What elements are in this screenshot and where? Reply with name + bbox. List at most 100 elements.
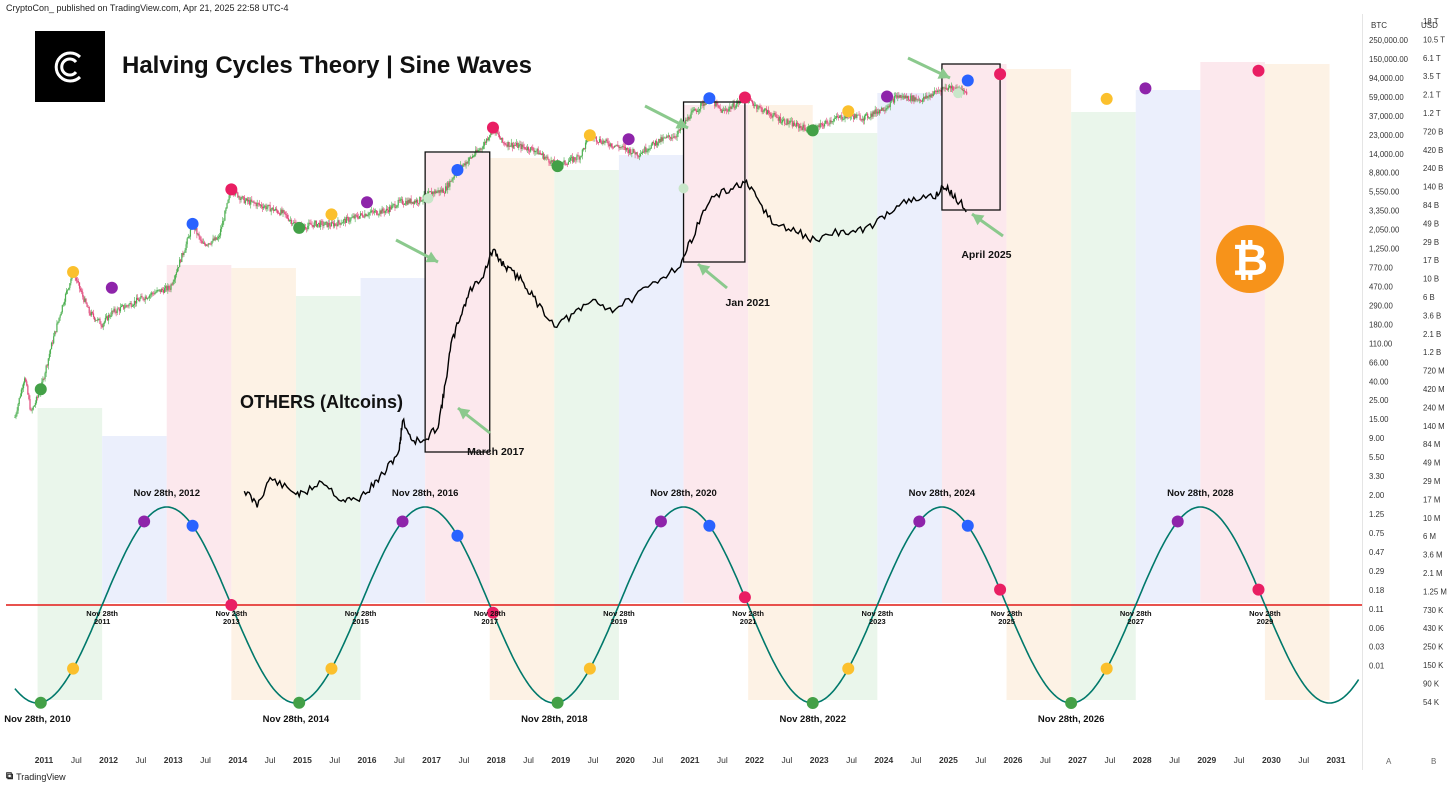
btc-candle [172,281,174,285]
phase-zone-blue [102,436,167,603]
btc-candle [146,298,148,299]
btc-axis-header: BTC [1371,21,1387,30]
x-tick-jul: Jul [71,755,82,765]
btc-candle [137,297,139,300]
usd-axis-tick: 84 M [1423,440,1440,449]
btc-candle [887,106,889,109]
usd-axis-tick: 730 K [1423,606,1444,615]
x-tick-year: 2023 [810,755,829,765]
btc-marker-blue [451,163,464,176]
btc-axis-tick: 5,550.00 [1369,188,1400,197]
zero-cross-label-line2: 2011 [94,617,110,626]
btc-candle [870,113,872,118]
x-tick-year: 2017 [422,755,441,765]
x-tick-year: 2030 [1262,755,1281,765]
phase-zone-orange [1264,64,1330,700]
btc-candle [859,115,861,120]
btc-candle [818,125,820,128]
btc-marker-yellow [67,265,80,278]
btc-candle [90,311,92,316]
btc-candle [127,305,129,307]
btc-candle [578,156,580,160]
btc-candle [502,137,504,143]
axis-corner-a[interactable]: A [1386,757,1392,766]
btc-candle [688,117,690,120]
sine-marker-yellow [1100,662,1113,675]
btc-candle [863,115,866,121]
btc-marker-red [225,183,238,196]
ghost-marker [678,183,689,194]
btc-candle [915,97,917,100]
btc-candle [525,149,527,150]
btc-candle [188,236,190,238]
btc-candle [309,222,311,224]
x-tick-jul: Jul [329,755,340,765]
x-tick-jul: Jul [523,755,534,765]
sine-marker-yellow [67,662,80,675]
btc-candle [126,305,128,307]
usd-axis-tick: 420 M [1423,385,1445,394]
btc-candle [567,162,569,165]
btc-candle [266,207,268,209]
btc-marker-red [994,68,1007,81]
zero-cross-label-line2: 2029 [1257,617,1274,626]
btc-candle [864,114,867,116]
btc-candle [931,94,933,97]
btc-candle [140,296,142,299]
btc-candle [661,137,663,141]
btc-candle [766,110,769,115]
btc-candle [117,308,119,310]
btc-candle [333,222,335,227]
btc-candle [939,90,941,92]
btc-candle [540,153,543,155]
btc-candle [786,119,788,125]
btc-candle [52,342,54,344]
bitcoin-logo: ₿ [1216,225,1284,293]
btc-marker-red [486,121,499,134]
btc-candle [790,120,792,122]
btc-axis-tick: 66.00 [1369,358,1389,367]
btc-candle [961,88,963,91]
btc-candle [77,281,80,283]
axis-corner-b[interactable]: B [1431,757,1437,766]
btc-candle [226,203,228,209]
sine-peak-label: Nov 28th, 2020 [650,488,717,499]
btc-candle [899,95,901,98]
usd-axis-header: USD [1421,21,1438,30]
btc-candle [781,120,784,123]
btc-candle [503,142,505,144]
btc-candle [720,108,722,113]
btc-candle [450,180,452,182]
zero-cross-label-line1: Nov 28th [861,609,893,618]
btc-candle [527,147,530,151]
btc-candle [272,207,274,211]
x-tick-jul: Jul [1234,755,1245,765]
btc-candle [946,88,948,90]
btc-marker-green [34,383,47,396]
btc-candle [898,95,900,98]
btc-candle [841,115,843,120]
btc-candle [606,139,608,142]
btc-candle [628,149,630,154]
btc-candle [570,156,573,158]
btc-candle [129,302,131,305]
btc-candle [209,243,211,245]
btc-candle [686,119,688,121]
btc-candle [392,204,394,206]
bitcoin-symbol: ₿ [1232,236,1268,285]
btc-candle [76,280,78,282]
btc-candle [860,119,862,121]
usd-axis-tick: 18 T [1423,17,1439,26]
btc-candle [906,96,909,99]
annotation-arrowhead [458,408,471,420]
btc-candle [672,137,674,139]
btc-candle [62,304,64,306]
btc-candle [239,196,241,200]
usd-axis-tick: 49 M [1423,459,1440,468]
btc-candle [563,160,565,162]
btc-candle [19,396,21,398]
btc-candle [497,133,499,135]
zero-cross-label-line1: Nov 28th [603,609,635,618]
btc-candle [322,221,324,226]
